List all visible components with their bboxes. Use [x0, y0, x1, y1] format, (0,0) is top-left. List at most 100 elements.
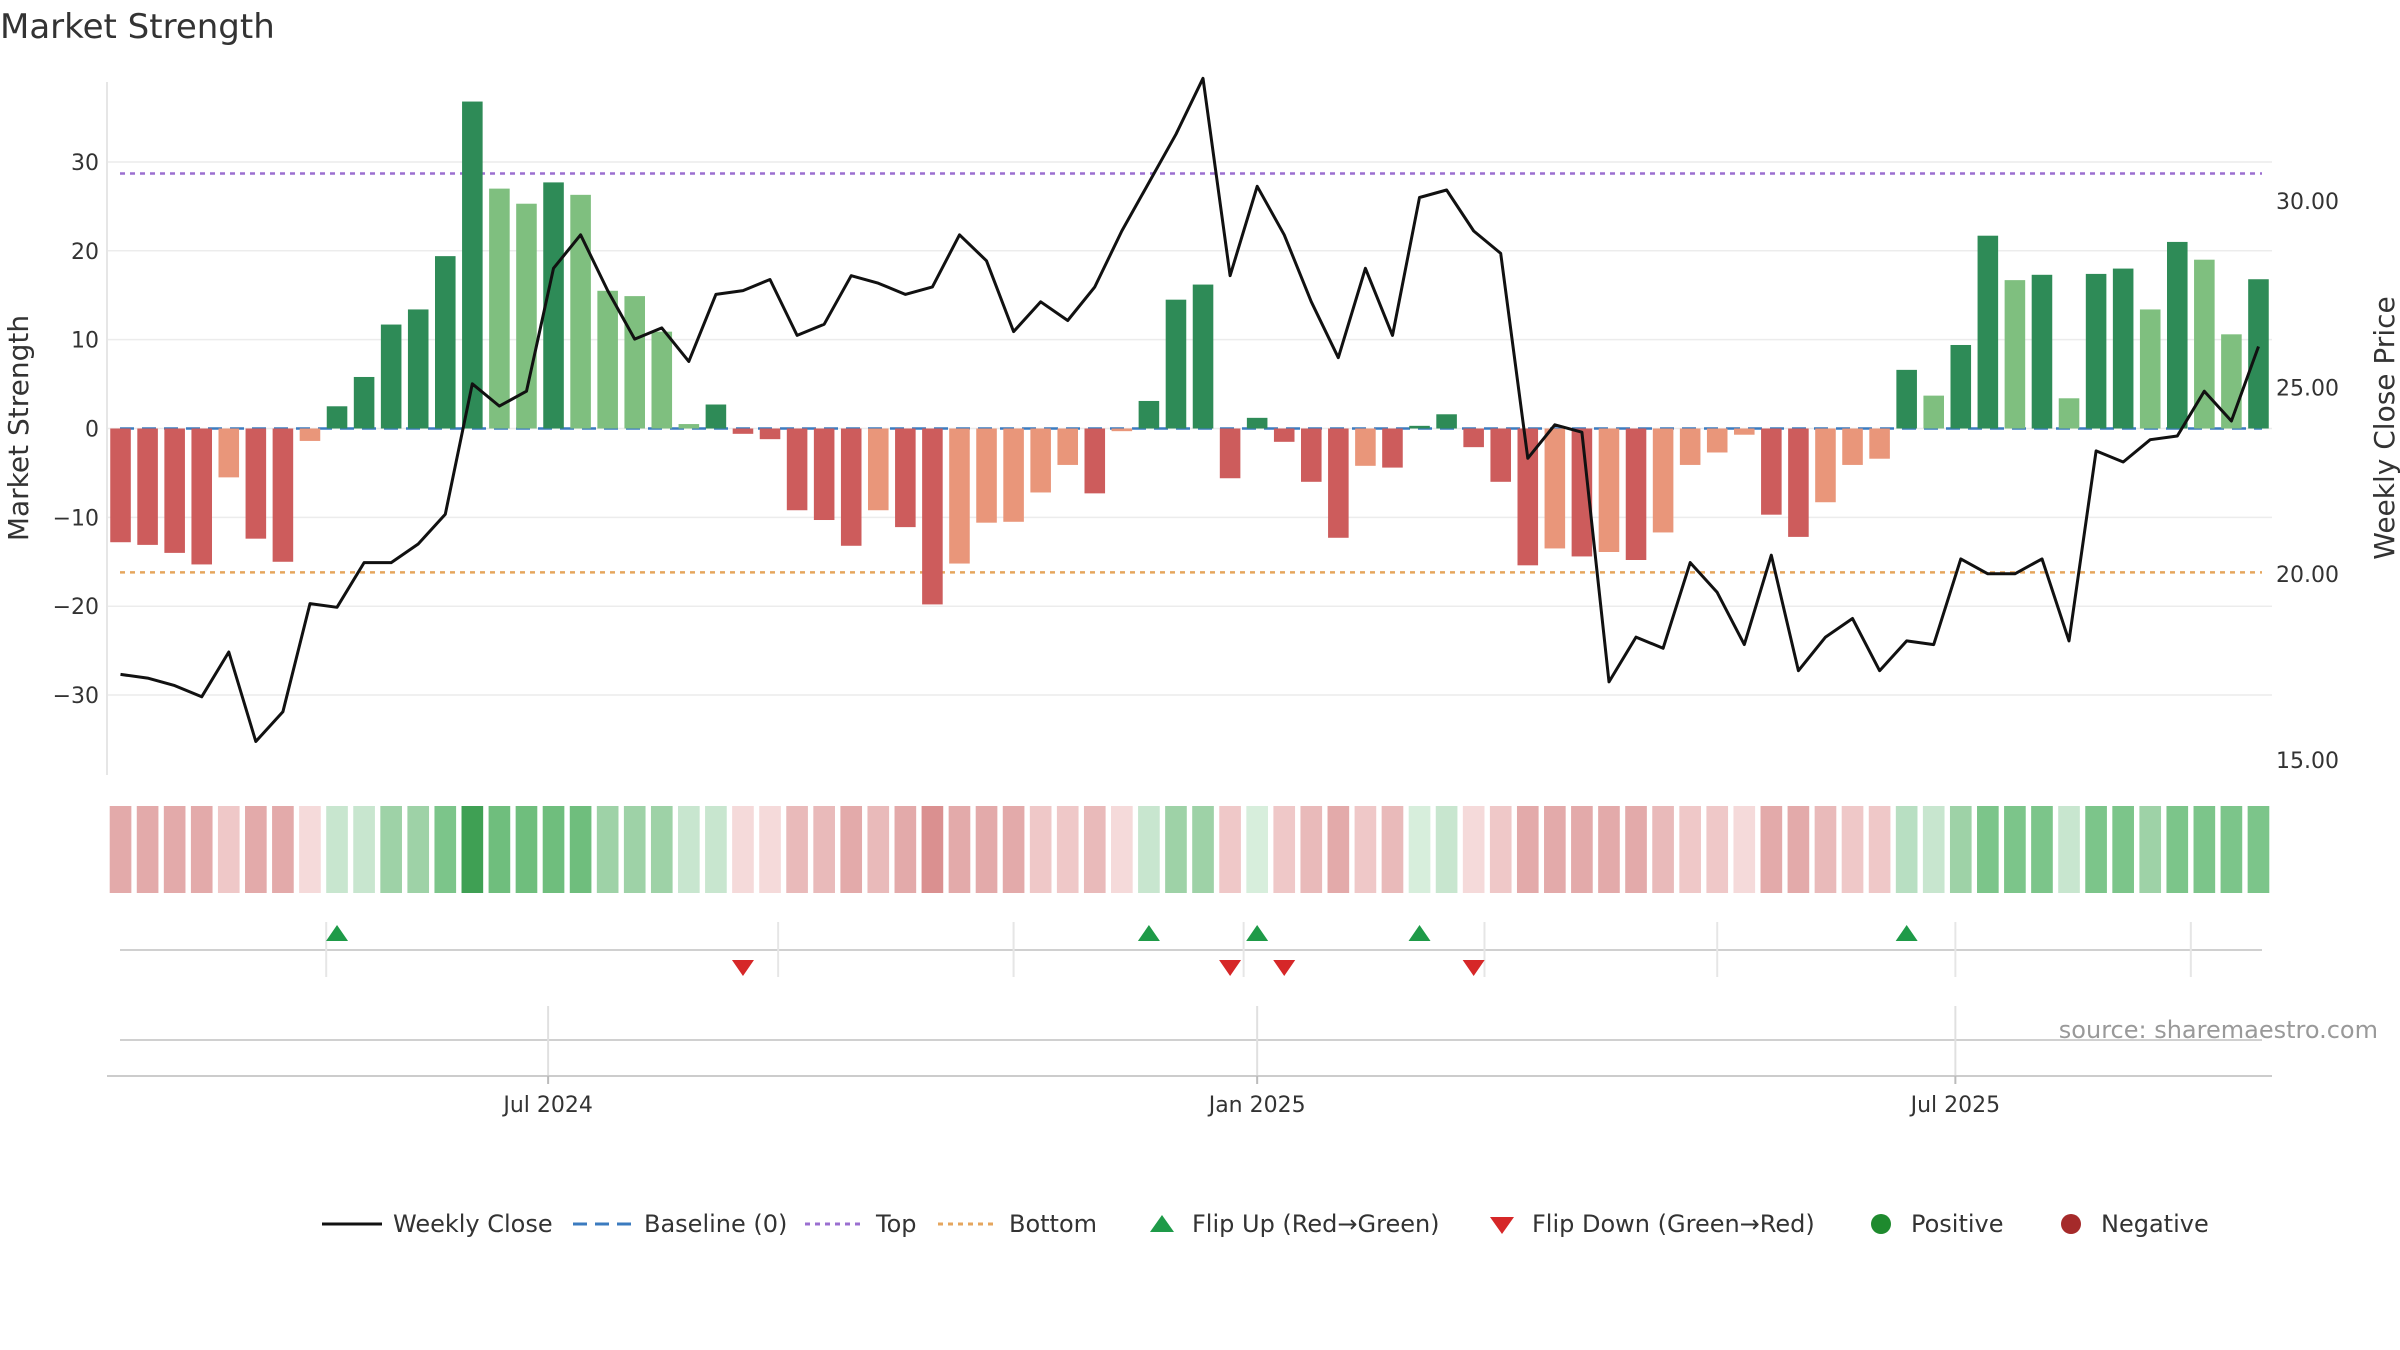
- strip-cell: [2031, 806, 2053, 893]
- strip-cell: [2220, 806, 2243, 893]
- strip-cell: [894, 806, 917, 893]
- strength-bar: [922, 428, 943, 605]
- strip-cell: [569, 806, 592, 893]
- strength-bar: [1138, 400, 1160, 429]
- strength-bar: [1165, 299, 1187, 429]
- strength-bar: [543, 182, 564, 429]
- strength-bar: [949, 428, 970, 564]
- weekly-close-series: [120, 76, 2260, 743]
- strip-cell: [840, 806, 863, 893]
- right-tick-label: 30.00: [2276, 190, 2339, 215]
- strength-bar: [1571, 428, 1593, 557]
- legend-label-top: Top: [875, 1210, 917, 1238]
- strength-bar: [2139, 309, 2161, 429]
- strength-bar: [1463, 428, 1484, 448]
- strength-bar: [1084, 428, 1106, 494]
- left-tick-label: −10: [53, 506, 99, 531]
- strip-cell: [1462, 806, 1485, 893]
- strength-bar: [1246, 417, 1268, 429]
- legend-swatch-positive: [1871, 1214, 1891, 1234]
- strip-cell: [1571, 806, 1593, 893]
- left-tick-label: −30: [53, 684, 99, 709]
- strip-cell: [488, 806, 511, 893]
- strip-cell: [1192, 806, 1214, 893]
- strength-bar: [1436, 414, 1457, 429]
- strip-cell: [2247, 806, 2270, 893]
- strip-cell: [1516, 806, 1539, 893]
- strength-bar: [164, 428, 185, 553]
- strength-heat-strip: [109, 806, 2270, 893]
- strength-bar: [1950, 344, 1972, 429]
- flip-markers: [326, 925, 1918, 976]
- strength-bar: [2031, 274, 2053, 429]
- strength-bar: [380, 324, 402, 429]
- strip-cell: [326, 806, 348, 893]
- x-tick-label: Jul 2025: [1909, 1093, 2001, 1118]
- left-y-axis-ticks: 30 20 10 0 −10 −20 −30: [53, 151, 99, 709]
- strength-bar: [705, 404, 727, 429]
- strength-bar: [2112, 268, 2134, 429]
- strength-bar: [1273, 428, 1295, 442]
- legend-swatch-flip-down: [1490, 1217, 1514, 1234]
- strip-cell: [921, 806, 944, 893]
- flip-down-marker: [1219, 960, 1242, 976]
- legend-label-bottom: Bottom: [1009, 1210, 1097, 1238]
- strength-bar: [218, 428, 240, 478]
- flip-down-marker: [1462, 960, 1485, 976]
- strip-cell: [2004, 806, 2026, 893]
- x-tick-label: Jan 2025: [1207, 1093, 1306, 1118]
- strip-cell: [975, 806, 998, 893]
- strip-cell: [2139, 806, 2162, 893]
- strength-bar: [1409, 425, 1430, 429]
- strength-bar: [1490, 428, 1512, 482]
- left-axis-title: Market Strength: [2, 315, 35, 541]
- strip-cell: [163, 806, 186, 893]
- strength-bar: [1761, 428, 1782, 515]
- strength-bar: [1300, 428, 1322, 482]
- strip-cell: [759, 806, 781, 893]
- x-tick-label: Jul 2024: [501, 1093, 593, 1118]
- strip-cell: [407, 806, 430, 893]
- strength-bar: [759, 428, 781, 440]
- strip-cell: [2085, 806, 2107, 893]
- strip-cell: [1868, 806, 1891, 893]
- right-tick-label: 25.00: [2276, 377, 2339, 402]
- flip-up-marker: [326, 925, 349, 941]
- strip-cell: [1841, 806, 1864, 893]
- strength-bar: [1382, 428, 1403, 468]
- strength-bar: [2248, 279, 2269, 429]
- strip-cell: [1273, 806, 1296, 893]
- strength-bar: [1111, 428, 1133, 432]
- strength-bar: [570, 194, 591, 429]
- left-tick-label: 10: [71, 329, 99, 354]
- left-tick-label: 30: [71, 151, 99, 176]
- strip-cell: [732, 806, 754, 893]
- strength-bar: [1977, 235, 1999, 429]
- strength-bar: [1896, 369, 1917, 429]
- strength-bar: [299, 428, 321, 441]
- strip-cell: [2058, 806, 2080, 893]
- flip-panel: [120, 922, 2262, 977]
- legend-swatch-negative: [2061, 1214, 2081, 1234]
- strip-cell: [1219, 806, 1241, 893]
- strength-bar: [1544, 428, 1566, 549]
- strip-cell: [1544, 806, 1566, 893]
- strip-cell: [272, 806, 294, 893]
- strength-bar: [191, 428, 213, 565]
- strength-bar: [732, 428, 754, 434]
- strip-cell: [1408, 806, 1431, 893]
- flip-up-marker: [1137, 925, 1160, 941]
- source-label: source: sharemaestro.com: [2059, 1016, 2378, 1044]
- strip-cell: [299, 806, 321, 893]
- strip-cell: [1246, 806, 1268, 893]
- strip-cell: [353, 806, 375, 893]
- empty-panel: [120, 1006, 2262, 1076]
- strength-bar: [434, 256, 456, 429]
- strip-cell: [2193, 806, 2216, 893]
- strength-bar: [1733, 428, 1755, 435]
- strip-cell: [1300, 806, 1323, 893]
- strip-cell: [190, 806, 213, 893]
- strength-bar: [1517, 428, 1539, 566]
- strength-bar: [1842, 428, 1863, 465]
- strip-cell: [1381, 806, 1404, 893]
